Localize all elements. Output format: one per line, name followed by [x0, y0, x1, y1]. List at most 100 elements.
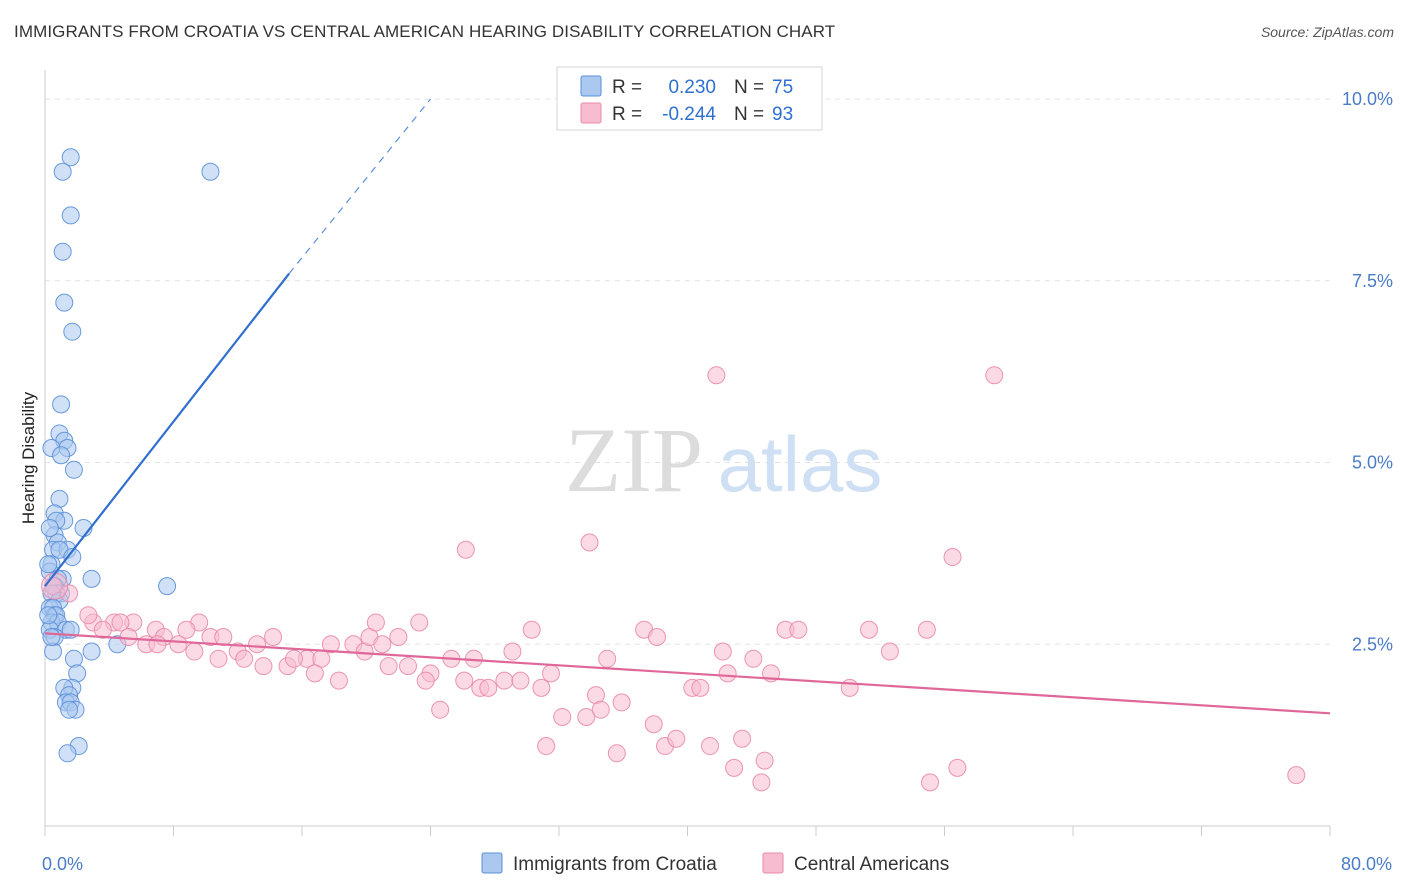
- central-americans-point-42: [495, 671, 514, 690]
- croatia-point-1: [53, 162, 72, 181]
- central-americans-point-26: [329, 671, 348, 690]
- central-americans-point-41: [479, 678, 498, 697]
- central-americans-point-8: [119, 628, 138, 646]
- central-americans-point-62: [691, 678, 710, 697]
- croatia-point-4: [53, 242, 72, 261]
- central-americans-point-30: [373, 635, 392, 654]
- central-americans-point-36: [431, 700, 450, 719]
- croatia-point-24: [63, 548, 82, 567]
- central-americans-point-87: [209, 649, 228, 668]
- central-americans-point-67: [752, 773, 771, 792]
- central-americans-point-52: [591, 700, 610, 719]
- central-americans-point-16: [185, 642, 204, 661]
- trend-lines: [44, 98, 1331, 715]
- central-americans-point-83: [707, 366, 726, 385]
- y-tick-label-0: 2.5%: [1352, 634, 1393, 654]
- y-tick-labels: 2.5% 5.0% 7.5% 10.0%: [1342, 89, 1393, 654]
- croatia-point-61: [39, 555, 58, 574]
- central-americans-point-58: [644, 715, 663, 734]
- trend-line-central-americans: [44, 632, 1331, 715]
- croatia-point-58: [60, 700, 79, 719]
- central-americans-point-21: [254, 657, 273, 676]
- central-americans-point-35: [410, 613, 429, 632]
- y-tick-label-1: 5.0%: [1352, 453, 1393, 473]
- y-axis-label: Hearing Disability: [19, 391, 38, 524]
- central-americans-point-85: [148, 635, 167, 654]
- legend-n-value-croatia: 75: [772, 77, 793, 98]
- croatia-point-63: [39, 606, 58, 625]
- central-americans-point-76: [917, 620, 936, 639]
- central-americans-point-7: [111, 613, 130, 632]
- croatia-point-12: [52, 446, 71, 465]
- legend-swatch-croatia: [580, 75, 602, 97]
- series-legend-swatch-croatia: [481, 852, 503, 874]
- central-americans-point-82: [580, 533, 599, 552]
- central-americans-point-72: [789, 620, 808, 639]
- central-americans-point-66: [725, 758, 744, 777]
- central-americans-point-91: [305, 664, 324, 683]
- croatia-point-62: [40, 518, 59, 537]
- central-americans-point-34: [399, 657, 418, 676]
- series-legend: Immigrants from Croatia Central American…: [481, 852, 949, 875]
- croatia-point-31: [158, 577, 177, 596]
- central-americans-point-38: [455, 671, 474, 690]
- legend-r-value-croatia: 0.230: [668, 77, 716, 98]
- x-tick-label-min: 0.0%: [42, 854, 83, 874]
- central-americans-point-84: [1287, 766, 1306, 785]
- central-americans-point-78: [943, 548, 962, 567]
- central-americans-point-86: [284, 649, 303, 668]
- legend-swatch-central-americans: [580, 102, 602, 124]
- central-americans-point-1: [60, 584, 79, 603]
- central-americans-point-20: [264, 628, 283, 646]
- central-americans-point-73: [860, 620, 879, 639]
- central-americans-point-55: [612, 693, 631, 712]
- central-americans-point-44: [511, 671, 530, 690]
- central-americans-point-49: [537, 737, 556, 756]
- legend-r-label-croatia: R =: [612, 77, 642, 98]
- central-americans-point-60: [667, 729, 686, 748]
- central-americans-point-10: [79, 606, 98, 625]
- central-americans-point-53: [598, 649, 617, 668]
- legend-n-value-central-americans: 93: [772, 104, 793, 125]
- legend-n-label-central-americans: N =: [734, 104, 764, 125]
- series-croatia-points: [39, 148, 220, 763]
- y-tick-label-2: 7.5%: [1352, 271, 1393, 291]
- central-americans-point-25: [321, 635, 340, 654]
- series-legend-label-croatia: Immigrants from Croatia: [513, 854, 717, 875]
- central-americans-point-50: [577, 707, 596, 726]
- central-americans-point-54: [607, 744, 626, 763]
- central-americans-point-64: [713, 642, 732, 661]
- central-americans-point-45: [522, 620, 541, 639]
- watermark-zip: ZIP: [565, 409, 703, 511]
- y-tick-label-3: 10.0%: [1342, 89, 1393, 109]
- central-americans-point-89: [718, 664, 737, 683]
- central-americans-point-47: [541, 664, 560, 683]
- chart-title: IMMIGRANTS FROM CROATIA VS CENTRAL AMERI…: [14, 22, 836, 41]
- central-americans-point-81: [456, 540, 475, 559]
- x-ticks: [44, 826, 1331, 836]
- central-americans-point-75: [840, 678, 859, 697]
- croatia-point-50: [64, 649, 83, 668]
- central-americans-point-12: [169, 635, 188, 654]
- central-americans-point-31: [366, 613, 385, 632]
- gridlines: [45, 98, 1330, 645]
- x-tick-label-max: 80.0%: [1341, 854, 1392, 874]
- legend-r-label-central-americans: R =: [612, 104, 642, 125]
- central-americans-point-57: [647, 628, 666, 646]
- legend-r-value-central-americans: -0.244: [662, 104, 716, 125]
- croatia-point-7: [52, 395, 71, 414]
- watermark: ZIP atlas: [565, 409, 882, 511]
- croatia-point-2: [201, 162, 220, 181]
- central-americans-point-74: [880, 642, 899, 661]
- legend-n-label-croatia: N =: [734, 77, 764, 98]
- central-americans-point-18: [248, 635, 267, 654]
- watermark-atlas: atlas: [718, 420, 883, 508]
- croatia-point-6: [63, 322, 82, 341]
- croatia-point-49: [82, 642, 101, 661]
- central-americans-point-48: [553, 707, 572, 726]
- croatia-point-5: [55, 293, 74, 312]
- series-legend-swatch-central-americans: [762, 852, 784, 874]
- central-americans-point-71: [755, 751, 774, 770]
- central-americans-point-77: [921, 773, 940, 792]
